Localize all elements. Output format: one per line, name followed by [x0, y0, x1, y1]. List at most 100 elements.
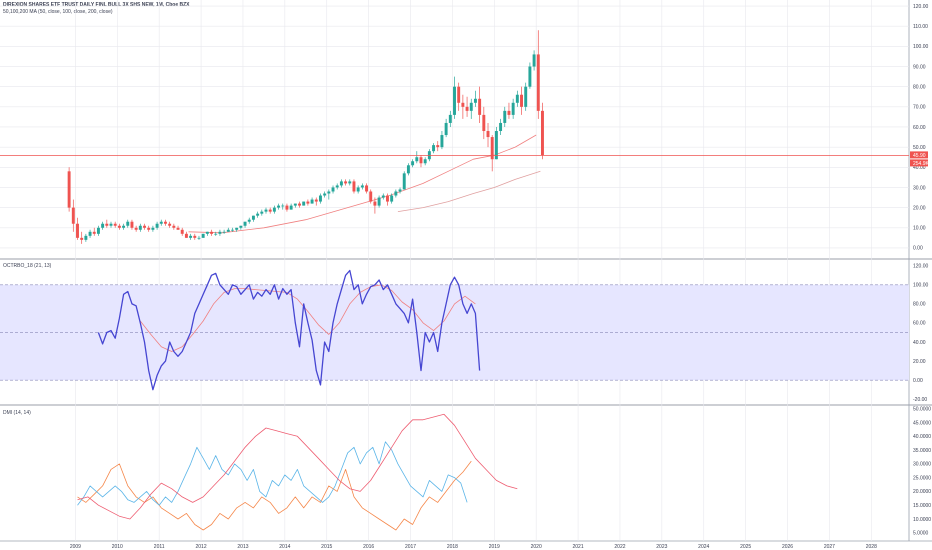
candle-body — [494, 131, 498, 160]
candle-body — [423, 159, 427, 164]
candle-body — [444, 122, 448, 136]
price-tick-label: 40.00 — [913, 165, 926, 171]
candle-body — [143, 225, 146, 228]
candle-body — [260, 211, 264, 214]
candle-body — [461, 102, 465, 107]
osc-signal-line — [139, 284, 476, 352]
dmi-tick-label: 15.0000 — [913, 503, 931, 509]
candle-body — [272, 207, 276, 212]
x-tick-label: 2021 — [573, 544, 584, 550]
candle-body — [247, 219, 251, 222]
candle-body — [205, 231, 209, 234]
x-tick-label: 2014 — [279, 544, 290, 550]
candle-body — [293, 203, 297, 206]
candle-body — [277, 205, 281, 208]
price-tick-label: 100.00 — [913, 44, 929, 50]
candle-body — [268, 209, 272, 212]
candle-body — [448, 114, 452, 123]
candle-body — [151, 227, 155, 230]
candle-body — [314, 199, 318, 202]
x-tick-label: 2022 — [614, 544, 625, 550]
dmi-tick-label: 25.0000 — [913, 475, 931, 481]
candle-body — [310, 199, 314, 204]
candle-body — [386, 195, 389, 202]
osc-pane-label: OCTRBO_18 (21, 13) — [3, 263, 52, 269]
x-tick-label: 2027 — [824, 544, 835, 550]
candle-body — [465, 106, 469, 111]
x-tick-label: 2016 — [363, 544, 374, 550]
candle-body — [201, 233, 205, 238]
candle-body — [243, 221, 247, 226]
candle-body — [210, 231, 214, 234]
candle-body — [390, 195, 394, 202]
candle-body — [134, 227, 138, 230]
candle-body — [218, 231, 222, 234]
candle-body — [394, 191, 398, 196]
osc-tick-label: 60.00 — [913, 321, 926, 327]
x-tick-label: 2019 — [489, 544, 500, 550]
price-tick-label: 10.00 — [913, 226, 926, 232]
candle-body — [360, 185, 364, 188]
candle-body — [285, 205, 289, 210]
x-tick-label: 2020 — [531, 544, 542, 550]
x-tick-label: 2028 — [866, 544, 877, 550]
candle-body — [302, 201, 306, 206]
candle-body — [440, 135, 444, 148]
dmi-tick-label: 50.0000 — [913, 407, 931, 413]
x-tick-label: 2024 — [698, 544, 709, 550]
x-tick-label: 2025 — [740, 544, 751, 550]
candle-body — [159, 221, 163, 224]
candle-body — [126, 221, 130, 226]
candle-body — [289, 205, 293, 210]
candle-body — [365, 185, 368, 192]
candle-body — [180, 229, 184, 234]
candle-body — [541, 110, 544, 156]
osc-main-line — [97, 269, 481, 391]
candle-body — [402, 173, 406, 190]
candle-body — [113, 223, 117, 226]
candle-body — [373, 201, 377, 206]
candle-body — [490, 137, 494, 160]
candle-body — [356, 187, 360, 192]
candle-body — [168, 223, 172, 226]
candle-body — [436, 145, 440, 148]
candle-body — [515, 94, 519, 103]
price-tick-label: 70.00 — [913, 105, 926, 111]
candle-body — [318, 195, 322, 202]
dmi-minus-line — [77, 460, 472, 531]
ma-legend: 50,100,200 MA (50, close, 100, close, 20… — [3, 9, 113, 15]
candle-body — [536, 54, 540, 111]
candle-body — [193, 235, 197, 238]
candle-body — [163, 221, 167, 224]
last-price-badge — [910, 151, 928, 159]
x-tick-label: 2023 — [656, 544, 667, 550]
candle-body — [251, 215, 255, 220]
price-tick-label: 50.00 — [913, 145, 926, 151]
candle-body — [235, 227, 239, 230]
osc-tick-label: 20.00 — [913, 359, 926, 365]
candle-body — [71, 207, 75, 224]
candle-body — [344, 181, 348, 184]
candle-body — [117, 225, 121, 228]
x-tick-label: 2010 — [112, 544, 123, 550]
candle-body — [231, 229, 234, 231]
candle-body — [155, 223, 159, 228]
x-tick-label: 2017 — [405, 544, 416, 550]
candle-body — [92, 231, 96, 234]
candle-body — [469, 102, 473, 111]
candle-body — [88, 231, 92, 236]
candle-body — [264, 209, 268, 212]
candle-body — [419, 157, 423, 164]
price-tick-label: 90.00 — [913, 64, 926, 70]
dmi-plus-line — [77, 441, 468, 506]
candle-body — [172, 225, 176, 228]
candle-body — [197, 237, 201, 239]
candle-body — [507, 110, 511, 115]
price-tick-label: 20.00 — [913, 205, 926, 211]
ma-slow-line — [397, 170, 541, 212]
candle-body — [101, 223, 105, 228]
candle-body — [503, 110, 507, 123]
dmi-tick-label: 20.0000 — [913, 489, 931, 495]
price-tick-label: 110.00 — [913, 24, 928, 30]
